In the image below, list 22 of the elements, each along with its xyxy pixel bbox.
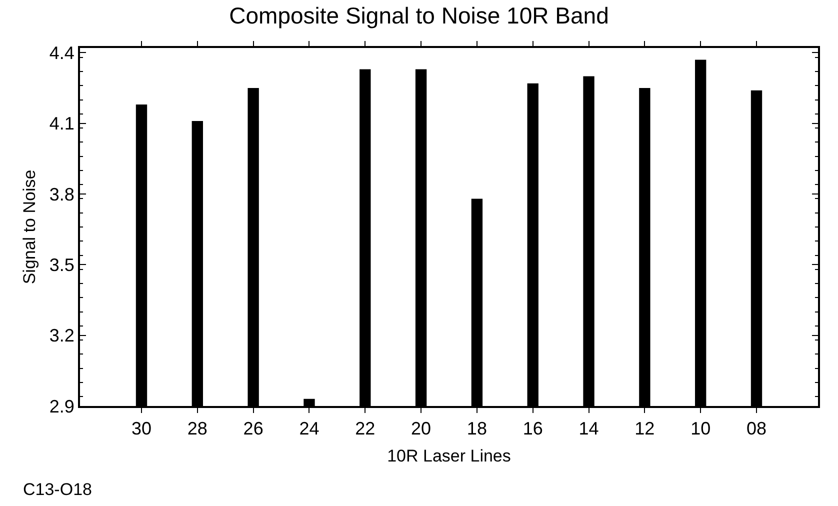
y-tick-label: 4.4 [49, 43, 74, 64]
x-tick-label: 14 [578, 418, 599, 439]
x-tick-label: 26 [243, 418, 264, 439]
x-tick-label: 20 [411, 418, 432, 439]
y-tick-label: 2.9 [49, 396, 74, 416]
y-tick-label: 3.8 [49, 184, 74, 204]
x-tick-label: 08 [746, 418, 767, 439]
x-tick-label: 28 [187, 418, 208, 439]
x-tick-label: 24 [299, 418, 320, 439]
x-tick-label: 18 [466, 418, 487, 439]
y-tick-label: 3.5 [49, 254, 74, 275]
y-tick-label: 3.2 [49, 326, 74, 346]
x-tick-label: 10 [690, 418, 711, 439]
text: C13-O18 [23, 480, 92, 499]
chart-title: Composite Signal to Noise 10R Band [229, 2, 609, 29]
x-tick-label: 22 [355, 418, 376, 439]
x-axis-title: 10R Laser Lines [387, 446, 511, 466]
y-axis-title: Signal to Noise [20, 170, 39, 284]
y-tick-label: 4.1 [49, 114, 74, 134]
x-tick-label: 16 [522, 418, 543, 439]
x-tick-label: 12 [634, 418, 655, 439]
x-tick-label: 30 [131, 418, 152, 439]
